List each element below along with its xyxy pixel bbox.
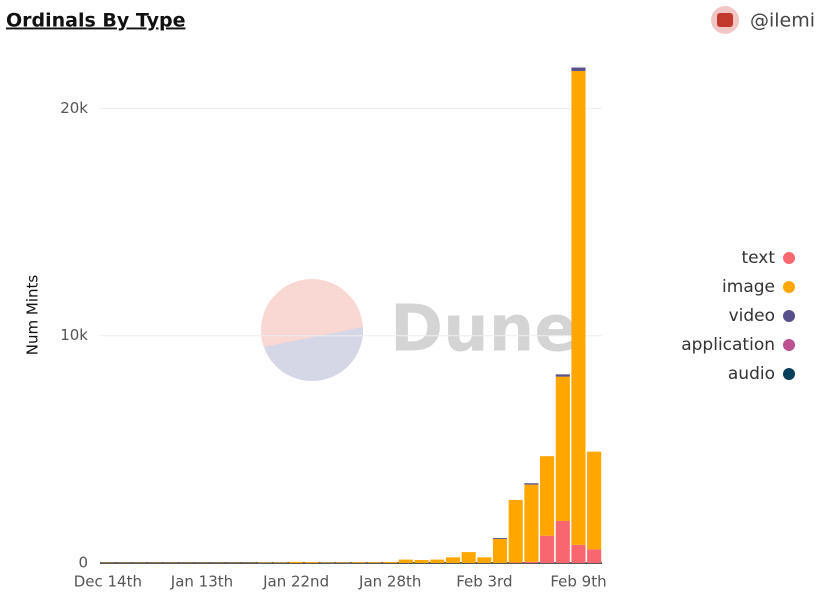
legend-swatch [783,368,795,380]
legend-label: audio [728,364,775,384]
bar-segment [304,562,319,563]
legend-label: image [722,277,775,297]
bar-segment [540,456,555,536]
bar-segment [367,562,382,563]
x-tick-label: Feb 9th [550,573,606,591]
avatar [711,6,739,34]
x-tick-label: Jan 28th [358,573,421,591]
bar-segment [351,562,366,563]
bar-segment [571,70,586,545]
y-axis-label: Num Mints [24,275,42,356]
x-tick-label: Jan 13th [170,573,233,591]
avatar-face [717,13,733,27]
bar-segment [555,376,570,521]
y-tick-label: 20k [60,99,88,117]
bar-segment [587,451,602,550]
bar-segment [445,557,461,563]
bar-segment [587,549,602,563]
legend-label: application [681,335,775,355]
bar-segment [524,483,539,485]
x-tick-label: Jan 22nd [262,573,329,591]
y-tick-label: 0 [78,554,88,572]
legend-label: text [741,248,775,268]
bar-segment [524,484,539,562]
bar-segment [540,535,555,563]
author[interactable]: @ilemi [750,10,815,32]
bar-segment [571,67,586,71]
watermark: Dune [261,279,578,382]
bar-segment [571,544,586,563]
bar-segment [289,561,304,563]
bar-segment [383,562,398,563]
bar-segment [492,538,508,539]
watermark-text: Dune [390,293,578,367]
legend-swatch [783,252,795,264]
bar-segment [555,520,570,563]
bar-segment [492,538,508,563]
bar-segment [430,559,445,563]
bar-segment [524,561,539,563]
bar-segment [508,500,523,563]
bar-segment [414,560,429,563]
legend-swatch [783,339,795,351]
x-tick-label: Dec 14th [74,573,142,591]
watermark-logo-part [264,327,364,382]
legend-label: video [729,306,775,326]
bar-segment [555,374,570,377]
legend-swatch [783,310,795,322]
legend-swatch [783,281,795,293]
y-tick-label: 10k [60,326,88,344]
bar-segment [461,552,476,563]
bar-segment [477,557,492,563]
bar-segment [398,559,413,563]
chart-title: Ordinals By Type [6,10,185,32]
x-tick-label: Feb 3rd [456,573,512,591]
